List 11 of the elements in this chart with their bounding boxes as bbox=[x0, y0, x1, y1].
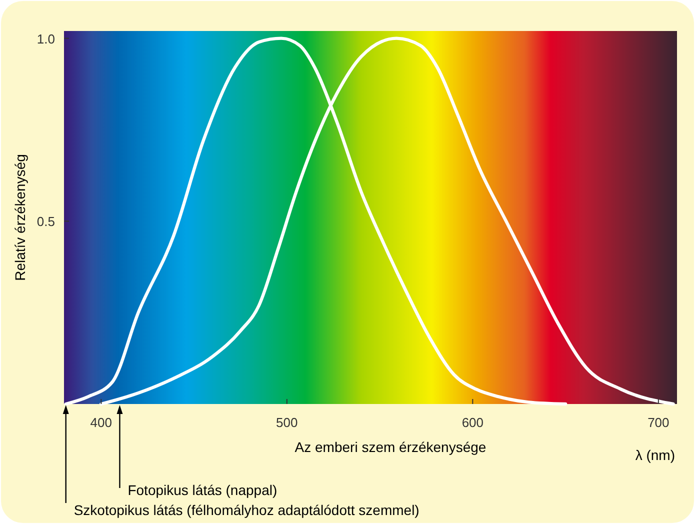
x-axis-title: λ (nm) bbox=[635, 447, 675, 463]
annotation: Szkotopikus látás (félhomályhoz adaptálódott szemmel) bbox=[74, 502, 420, 518]
x-tick-label: 500 bbox=[276, 415, 298, 430]
x-tick-label: 400 bbox=[90, 415, 112, 430]
text: Az emberi szem érzékenysége bbox=[294, 439, 486, 455]
x-tick-label: 700 bbox=[648, 415, 670, 430]
y-axis-title: Relatív érzékenység bbox=[12, 154, 28, 281]
y-tick-label: 0.5 bbox=[36, 214, 55, 230]
annotation: Fotopikus látás (nappal) bbox=[128, 482, 278, 498]
x-tick-label: 600 bbox=[462, 415, 484, 430]
y-tick-label: 1.0 bbox=[36, 31, 55, 46]
